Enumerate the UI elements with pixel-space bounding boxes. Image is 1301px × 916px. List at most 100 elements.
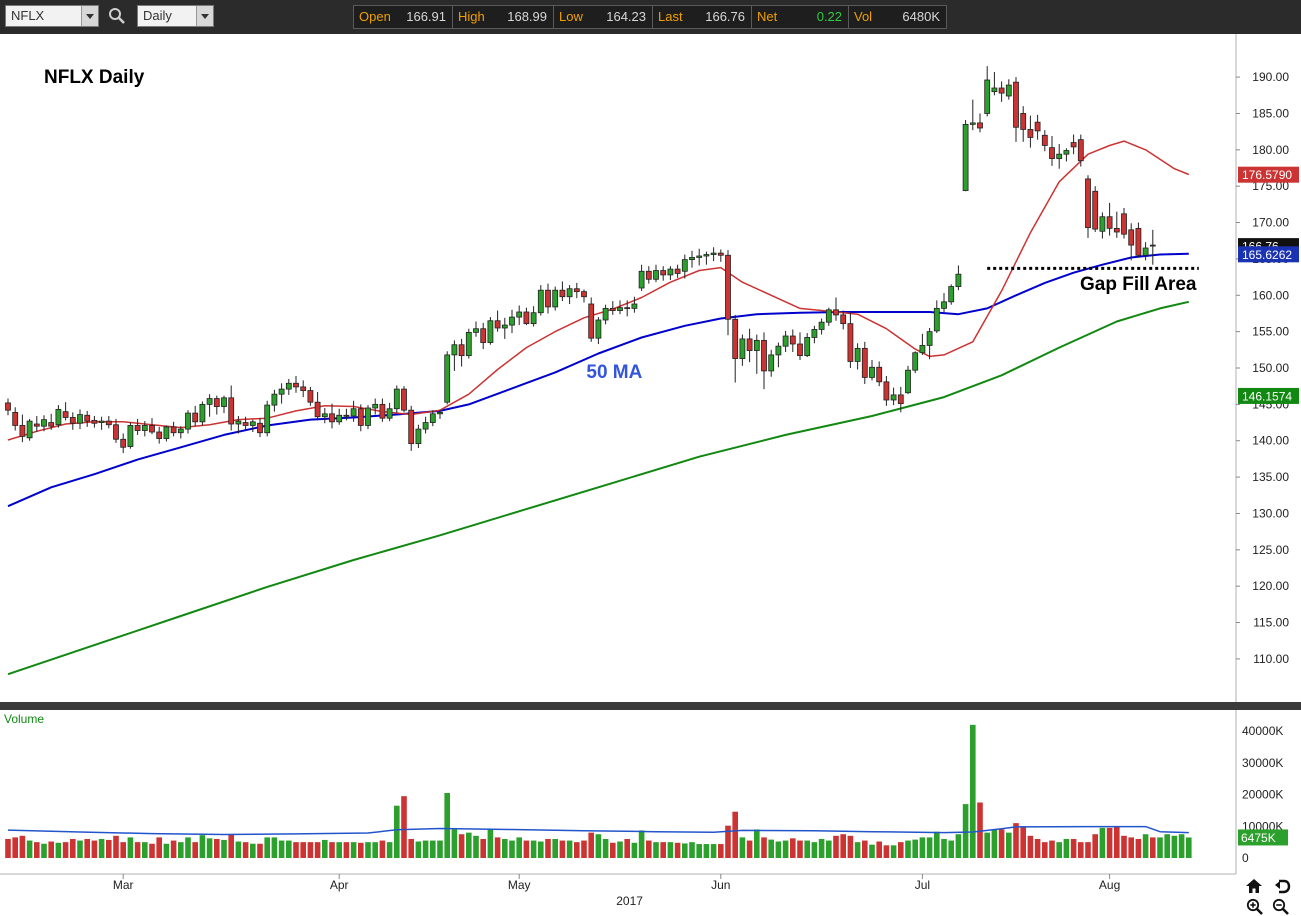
candle-body (199, 403, 206, 423)
candle-body (386, 408, 393, 419)
volume-bar (1186, 837, 1192, 858)
volume-bar (545, 838, 551, 858)
candle-body (660, 270, 667, 276)
chart-controls (1238, 876, 1298, 916)
candle-body (703, 254, 710, 257)
volume-bar (242, 842, 249, 858)
candle-body (1041, 134, 1048, 146)
candle-body (638, 270, 645, 289)
volume-bar (523, 840, 530, 858)
volume-bar (703, 844, 710, 858)
volume-bar (1142, 834, 1149, 858)
volume-bar (1171, 835, 1178, 858)
candle-body (444, 354, 451, 403)
home-icon[interactable] (1245, 878, 1263, 894)
candle-body (926, 331, 933, 346)
search-icon[interactable] (108, 7, 126, 25)
candle-body (667, 268, 674, 276)
volume-bar (595, 834, 602, 858)
pane-divider[interactable] (0, 702, 1301, 710)
period-value: Daily (143, 8, 172, 23)
x-year-label: 2017 (616, 894, 643, 908)
quote-value: 164.23 (606, 9, 646, 24)
candle-body (408, 409, 415, 445)
volume-bar (804, 840, 810, 858)
volume-bar (415, 841, 422, 858)
symbol-input[interactable]: NFLX (5, 5, 99, 27)
volume-bar (1114, 826, 1120, 858)
volume-bar (19, 835, 26, 858)
volume-bar (1056, 842, 1062, 858)
candle-body (725, 254, 731, 320)
volume-bar (206, 838, 213, 858)
candle-body (163, 426, 170, 439)
candle-body (782, 335, 789, 347)
candle-body (984, 79, 991, 114)
volume-bar (790, 838, 796, 858)
candle-body (429, 413, 436, 423)
candle-body (177, 428, 184, 434)
volume-bar (437, 840, 443, 858)
volume-title: Volume (4, 712, 44, 726)
price-tick-label: 150.00 (1252, 361, 1289, 375)
volume-ma-path (7, 825, 1189, 836)
ma200-path (7, 300, 1190, 676)
volume-bar (329, 842, 335, 858)
volume-bar (170, 840, 177, 858)
last-price-text: 146.1574 (1242, 389, 1292, 403)
volume-bar (566, 840, 573, 858)
price-tick-label: 125.00 (1252, 543, 1289, 557)
candle-body (206, 398, 213, 405)
candle-body (1049, 147, 1055, 159)
volume-bar (1164, 834, 1170, 858)
volume-bar (84, 838, 90, 858)
volume-bar (1049, 840, 1055, 858)
quote-value: 0.22 (816, 9, 842, 24)
candle-body (249, 421, 256, 426)
candle-body (617, 307, 623, 311)
volume-bar (199, 835, 206, 858)
ma20-path (7, 140, 1190, 441)
candle-body (1113, 227, 1120, 233)
candle-body (105, 420, 112, 426)
candle-body (62, 411, 69, 418)
symbol-dropdown-icon[interactable] (81, 6, 98, 26)
period-select[interactable]: Daily (137, 5, 214, 27)
candle-body (789, 335, 796, 345)
candle-body (775, 345, 782, 356)
candle-body (242, 422, 249, 426)
zoom-out-icon[interactable] (1272, 898, 1290, 915)
volume-bar (869, 844, 875, 858)
volume-bar (221, 839, 227, 858)
candle-body (1085, 178, 1091, 229)
period-dropdown-icon[interactable] (196, 6, 213, 26)
candle-body (624, 307, 631, 310)
quote-label: Low (559, 9, 583, 24)
volume-bar (1070, 838, 1077, 858)
volume-bar (1034, 838, 1041, 858)
volume-bar (725, 825, 731, 858)
candle-body (350, 408, 357, 417)
volume-bar (48, 841, 54, 858)
price-tick-label: 140.00 (1252, 434, 1289, 448)
candle-body (1077, 139, 1084, 162)
volume-bar (70, 838, 76, 858)
chart-area[interactable]: 110.00 115.00 120.00 125.00 130.00 135.00 140.… (0, 34, 1301, 916)
price-tick-label: 135.00 (1252, 470, 1289, 484)
volume-bar (538, 841, 544, 858)
volume-bar (55, 842, 62, 858)
candle-body (285, 382, 292, 390)
volume-bar (1063, 838, 1070, 858)
volume-bar (689, 842, 695, 858)
volume-bar (624, 838, 630, 858)
price-axis-bg (1236, 34, 1301, 702)
volume-bar (113, 835, 119, 858)
undo-icon[interactable] (1273, 878, 1291, 894)
volume-bar (314, 842, 321, 858)
ma50-line (7, 252, 1189, 508)
candle-body (329, 413, 335, 423)
zoom-in-icon[interactable] (1246, 898, 1264, 915)
volume-bar (782, 840, 789, 858)
candle-body (825, 309, 832, 323)
